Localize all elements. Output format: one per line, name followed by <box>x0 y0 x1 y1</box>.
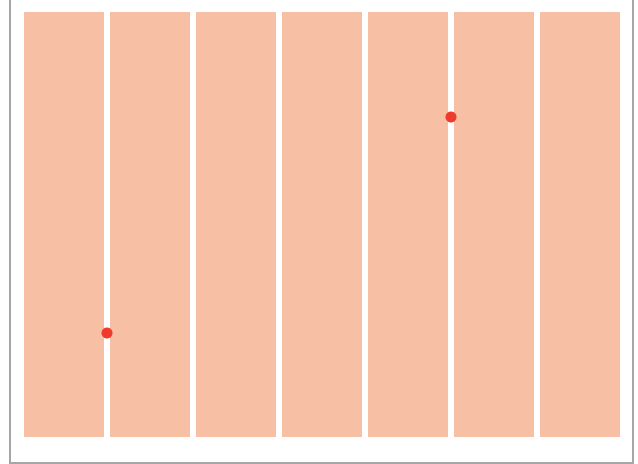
panel-column-3 <box>196 12 276 437</box>
panel-column-2 <box>110 12 190 437</box>
panel-column-5 <box>368 12 448 437</box>
panel-column-4 <box>282 12 362 437</box>
panel-column-1 <box>24 12 104 437</box>
panel-column-7 <box>540 12 620 437</box>
marker-dot[interactable] <box>101 327 113 339</box>
marker-dot[interactable] <box>445 111 457 123</box>
panel-column-6 <box>454 12 534 437</box>
